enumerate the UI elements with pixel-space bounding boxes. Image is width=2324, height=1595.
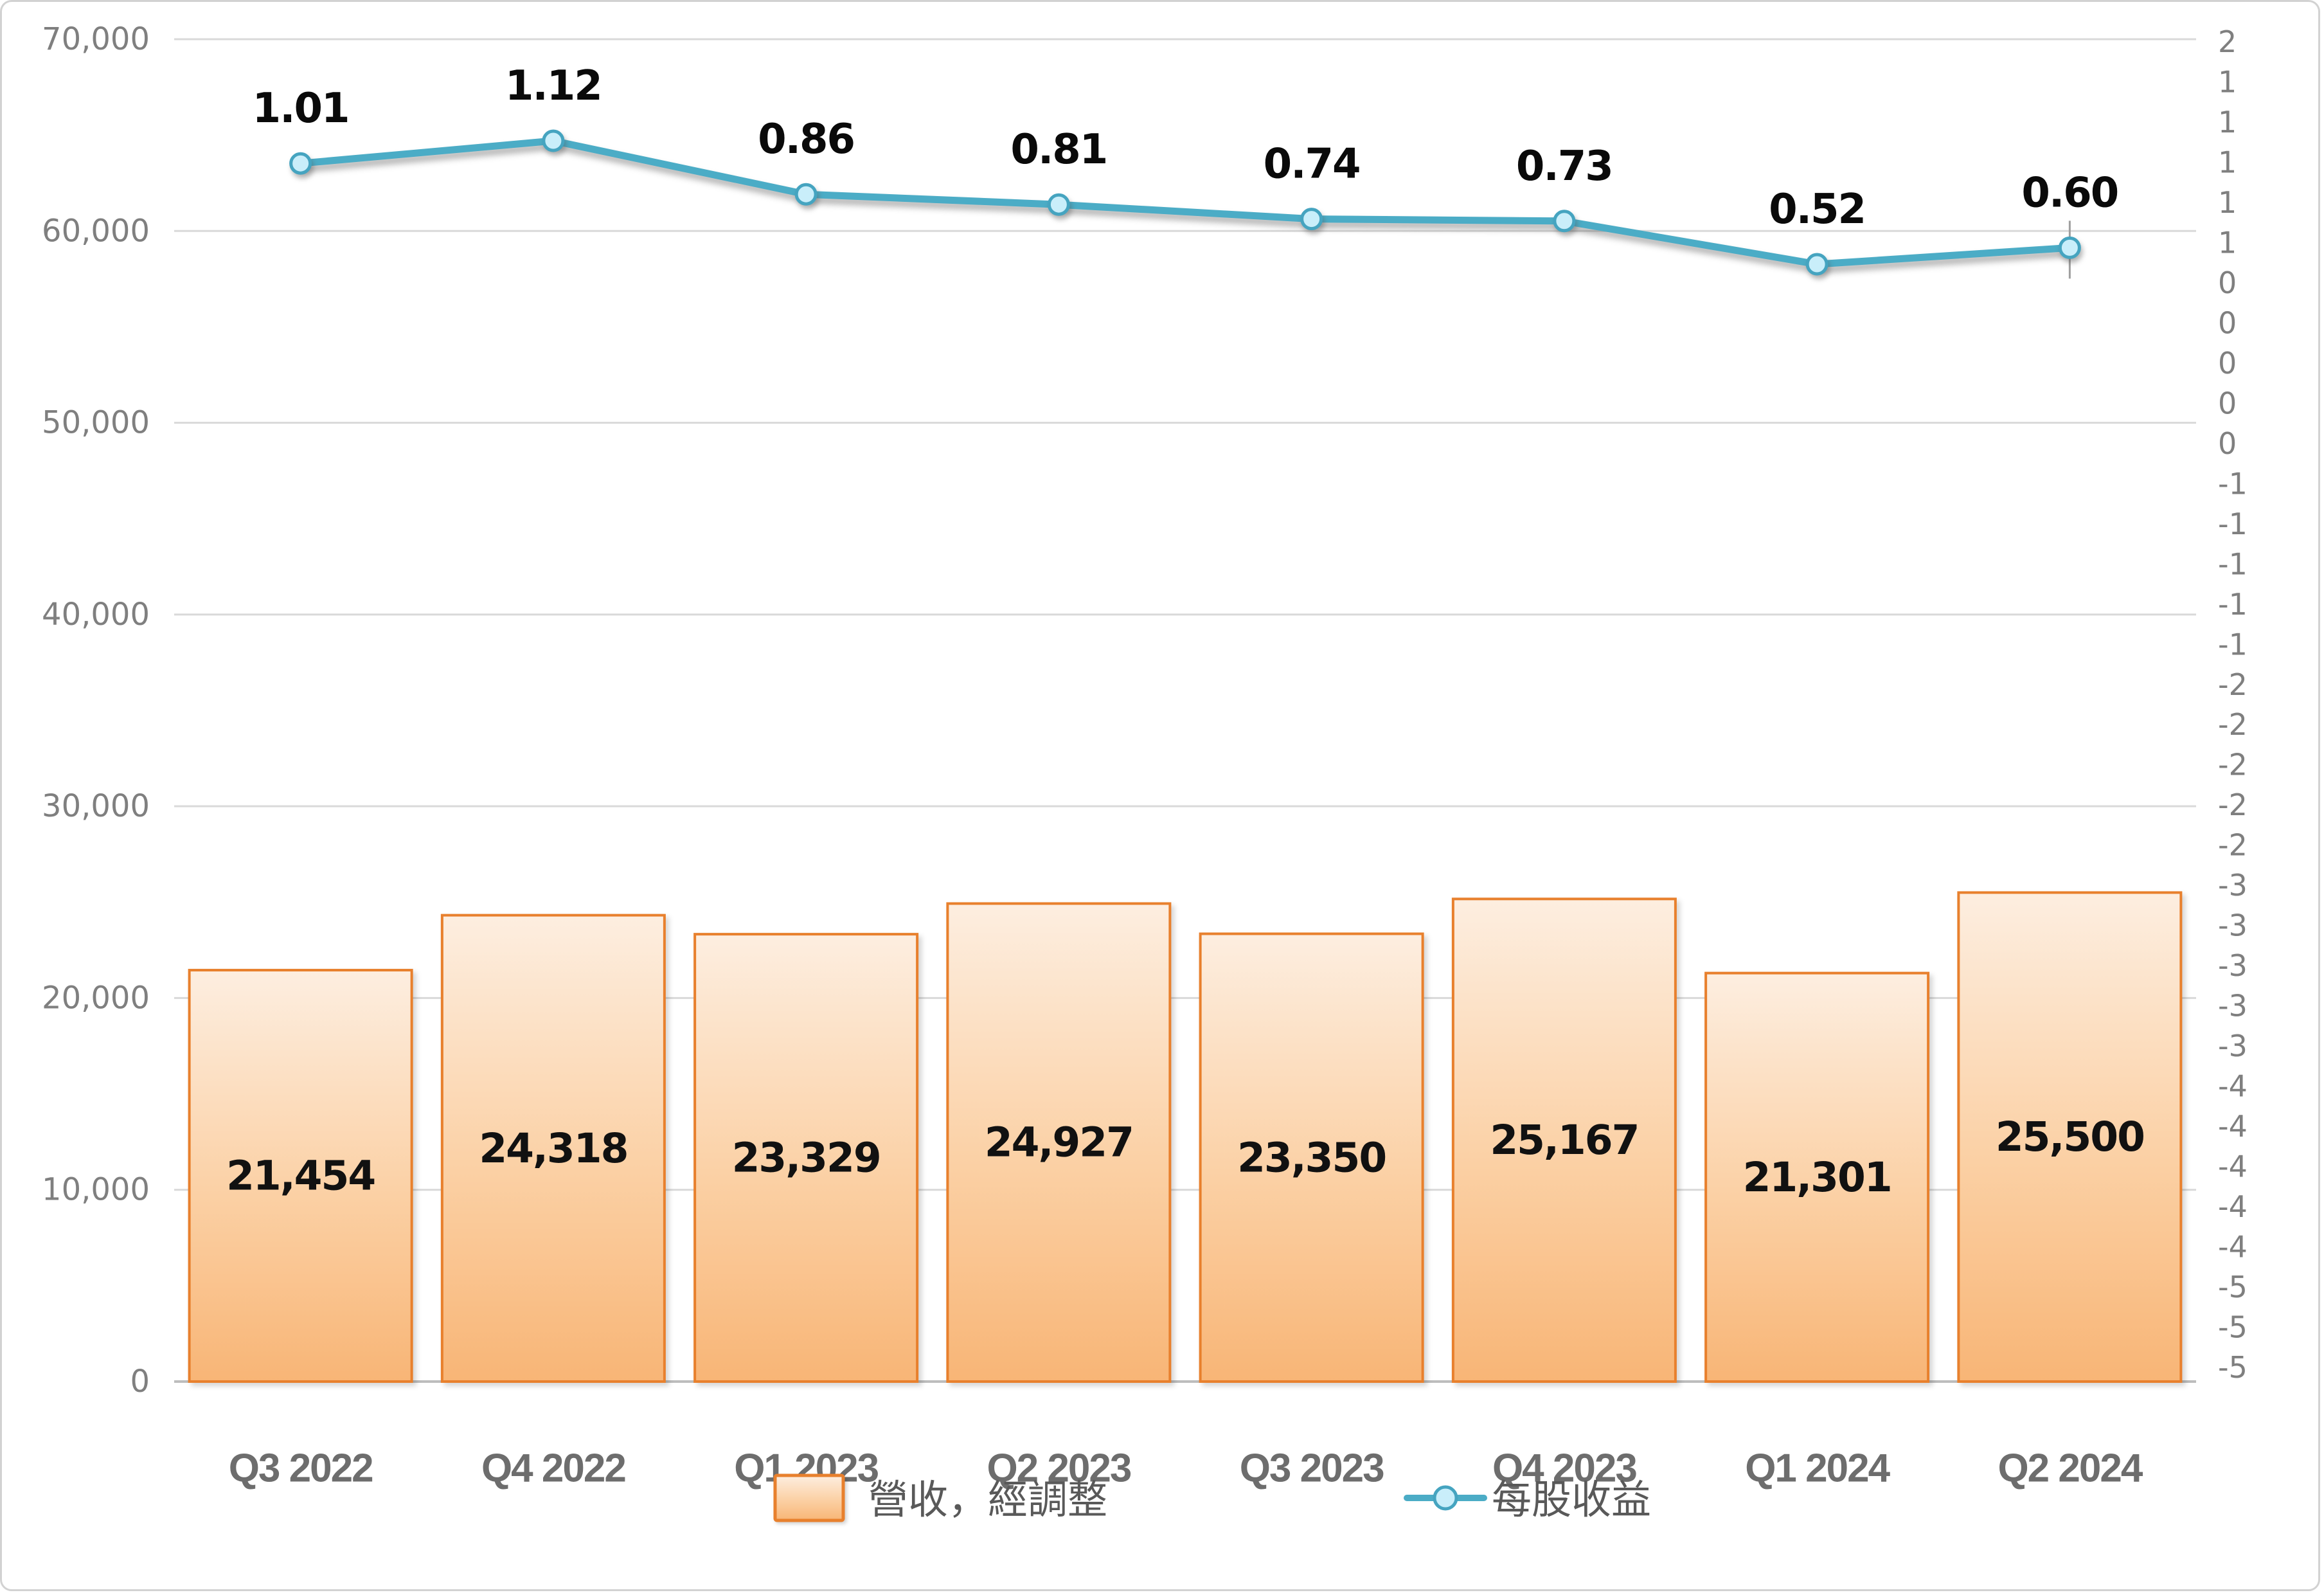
y-axis-tick-label: 50,000: [42, 405, 150, 441]
eps-marker: [1300, 208, 1323, 231]
eps-value-labels: 1.01 1.12 0.86 0.81 0.74 0.73 0.52 0.60: [253, 62, 2120, 233]
secondary-axis-tick-label: 0: [2218, 305, 2237, 340]
secondary-axis-tick-label: -1: [2218, 587, 2248, 622]
secondary-axis-tick-label: -1: [2218, 546, 2248, 581]
x-axis-category-label: Q3 2022: [229, 1446, 373, 1491]
secondary-axis-tick-label: -4: [2218, 1189, 2248, 1224]
secondary-axis-tick-label: -4: [2218, 1069, 2248, 1104]
eps-marker: [289, 152, 312, 175]
eps-value-label: 0.60: [2021, 169, 2118, 217]
y-axis-tick-label: 30,000: [42, 788, 150, 824]
eps-marker: [2058, 236, 2081, 259]
secondary-axis-tick-label: 1: [2218, 185, 2237, 220]
x-axis-category-label: Q4 2022: [481, 1446, 625, 1491]
secondary-axis-tick-label: -2: [2218, 788, 2248, 822]
secondary-axis-tick-label: 0: [2218, 386, 2237, 420]
bar-value-label: 23,350: [1237, 1134, 1386, 1181]
secondary-axis-tick-label: -2: [2218, 748, 2248, 782]
bar-value-labels: 21,454 24,318 23,329 24,927 23,350 25,167 21,3…: [226, 1113, 2145, 1201]
secondary-axis-tick-label: -1: [2218, 466, 2248, 501]
y-axis-tick-label: 40,000: [42, 597, 150, 633]
secondary-axis-tick-label: -3: [2218, 1029, 2248, 1063]
secondary-axis-tick-label: -2: [2218, 707, 2248, 742]
secondary-axis-tick-label: 0: [2218, 266, 2237, 300]
bar-value-label: 21,454: [226, 1153, 375, 1200]
revenue-bar: [1451, 897, 1677, 1383]
secondary-axis-tick-label: -1: [2218, 627, 2248, 662]
secondary-axis-tick-label: -4: [2218, 1149, 2248, 1184]
secondary-axis-tick-label: -3: [2218, 868, 2248, 903]
secondary-axis-tick-label: -2: [2218, 828, 2248, 863]
secondary-axis-tick-label: -5: [2218, 1310, 2248, 1345]
eps-marker: [1047, 193, 1070, 216]
secondary-axis-tick-label: -4: [2218, 1109, 2248, 1144]
x-axis-category-label: Q4 2023: [1492, 1446, 1636, 1491]
bar-value-label: 25,167: [1490, 1117, 1638, 1164]
left-axis-labels: 0 10,000 20,000 30,000 40,000 50,000 60,000 70,…: [42, 21, 150, 1400]
line-series-eps: [289, 129, 2081, 279]
legend: 營收，經調整 每股收益: [773, 1473, 1651, 1522]
bar-value-label: 24,927: [985, 1119, 1133, 1166]
bar-series-revenue: [188, 891, 2183, 1383]
bar-value-label: 21,301: [1743, 1154, 1891, 1201]
legend-label-revenue: 營收，經調整: [868, 1479, 1107, 1522]
y-axis-tick-label: 20,000: [42, 980, 150, 1016]
secondary-axis-tick-label: -3: [2218, 908, 2248, 943]
secondary-axis-tick-label: 1: [2218, 105, 2237, 140]
revenue-bar: [188, 969, 413, 1383]
revenue-bar: [1199, 932, 1424, 1383]
secondary-axis-tick-label: 2: [2218, 24, 2237, 59]
bar-value-label: 25,500: [1996, 1113, 2144, 1160]
legend-swatch-revenue: [773, 1473, 845, 1522]
secondary-axis-tick-label: 0: [2218, 346, 2237, 381]
y-axis-tick-label: 60,000: [42, 213, 150, 249]
eps-value-label: 0.81: [1010, 126, 1107, 174]
legend-marker-eps: [1433, 1485, 1458, 1511]
right-axis-labels: 2 1 1 1 1 1 0 0 0 0 0 -1 -1 -1 -1 -1 -2 -2 -2 -2 -2 -3 -3 -3 -3 -…: [2218, 24, 2248, 1385]
secondary-axis-tick-label: 0: [2218, 426, 2237, 461]
y-axis-tick-label: 0: [130, 1364, 150, 1400]
eps-value-label: 1.01: [253, 85, 349, 132]
x-axis-category-label: Q2 2024: [1998, 1446, 2143, 1491]
bar-value-label: 24,318: [479, 1125, 627, 1172]
bar-value-label: 23,329: [732, 1135, 880, 1182]
revenue-bar: [440, 914, 666, 1383]
revenue-bar: [1704, 971, 1930, 1383]
eps-value-label: 0.74: [1264, 141, 1360, 188]
eps-marker: [794, 183, 818, 206]
secondary-axis-tick-label: -4: [2218, 1230, 2248, 1265]
eps-value-label: 1.12: [505, 62, 602, 110]
x-axis-category-label: Q3 2023: [1240, 1446, 1384, 1491]
legend-label-eps: 每股收益: [1492, 1479, 1651, 1522]
eps-value-label: 0.73: [1516, 143, 1613, 190]
secondary-axis-tick-label: -1: [2218, 507, 2248, 541]
secondary-axis-tick-label: -5: [2218, 1270, 2248, 1304]
secondary-axis-tick-label: -3: [2218, 989, 2248, 1023]
y-axis-tick-label: 70,000: [42, 21, 150, 57]
eps-value-label: 0.86: [758, 116, 854, 163]
secondary-axis-tick-label: 1: [2218, 145, 2237, 179]
secondary-axis-tick-label: -3: [2218, 948, 2248, 983]
revenue-bar: [1957, 891, 2183, 1383]
secondary-axis-tick-label: -5: [2218, 1350, 2248, 1385]
revenue-bar: [946, 902, 1172, 1383]
x-axis-category-label: Q2 2023: [987, 1446, 1131, 1491]
category-axis-labels: Q3 2022 Q4 2022 Q1 2023 Q2 2023 Q3 2023 Q4 20…: [229, 1446, 2145, 1491]
eps-marker: [542, 129, 565, 152]
eps-line: [297, 137, 2073, 268]
secondary-axis-tick-label: 1: [2218, 64, 2237, 99]
secondary-axis-tick-label: -2: [2218, 667, 2248, 702]
eps-value-label: 0.52: [1769, 186, 1865, 233]
secondary-axis-tick-label: 1: [2218, 225, 2237, 260]
y-axis-tick-label: 10,000: [42, 1172, 150, 1208]
x-axis-category-label: Q1 2024: [1745, 1446, 1890, 1491]
revenue-bar: [693, 933, 919, 1383]
eps-marker: [1805, 253, 1828, 276]
eps-marker: [1553, 210, 1576, 233]
